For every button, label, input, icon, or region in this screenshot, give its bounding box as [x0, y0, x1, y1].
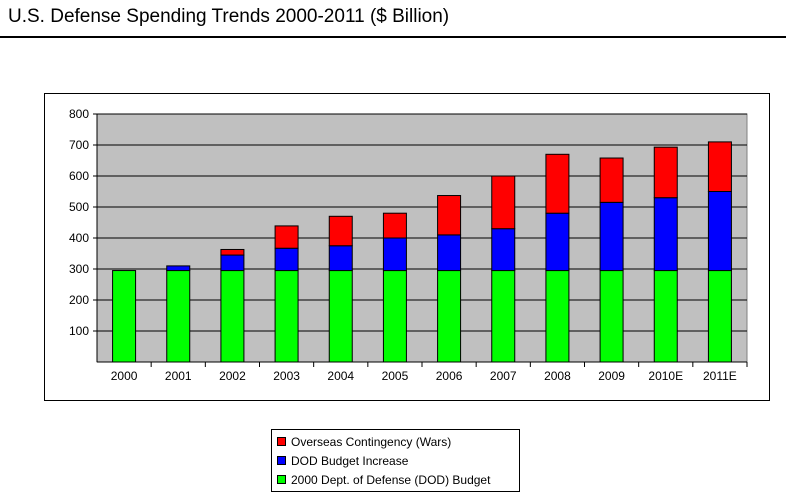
legend-label-overseas-contingency: Overseas Contingency (Wars) — [291, 434, 452, 449]
bar-segment-series-2 — [545, 153, 570, 214]
bar-segment-series-1 — [599, 201, 624, 272]
title-divider — [0, 36, 786, 38]
bar-segment-series-0 — [220, 270, 245, 363]
bar-segment-series-0 — [166, 270, 191, 363]
x-tick-label: 2000 — [111, 369, 138, 383]
x-tick-label: 2007 — [490, 369, 517, 383]
bar-segment-series-0 — [491, 270, 516, 363]
x-tick-label: 2008 — [544, 369, 571, 383]
bar-segment-series-1 — [545, 212, 570, 272]
bar-segment-series-2 — [437, 195, 462, 236]
bar-segment-series-1 — [328, 245, 353, 272]
bar-segment-series-0 — [437, 270, 462, 363]
x-tick-label: 2005 — [382, 369, 409, 383]
page-title: U.S. Defense Spending Trends 2000-2011 (… — [8, 6, 450, 27]
x-tick-label: 2009 — [598, 369, 625, 383]
bar-segment-series-2 — [599, 157, 624, 203]
chart-area: 100 200 300 400 500 600 700 800 2000 2001 2002 2003… — [44, 93, 770, 401]
bar-segment-series-2 — [653, 146, 678, 199]
y-tick-label: 600 — [69, 169, 89, 183]
bar-segment-series-1 — [653, 197, 678, 272]
bar-segment-series-1 — [707, 191, 732, 272]
bar-segment-series-1 — [382, 237, 407, 272]
x-tick-label: 2010E — [648, 369, 683, 383]
y-tick-label: 800 — [69, 107, 89, 121]
x-tick-label: 2004 — [327, 369, 354, 383]
bar-segment-series-0 — [382, 270, 407, 363]
x-tick-label: 2006 — [436, 369, 463, 383]
y-tick-label: 500 — [69, 200, 89, 214]
legend-label-base-dod-budget: 2000 Dept. of Defense (DOD) Budget — [291, 472, 491, 487]
bar-segment-series-0 — [274, 270, 299, 363]
legend-item-dod-budget-increase: DOD Budget Increase — [272, 451, 519, 470]
bar-segment-series-0 — [328, 270, 353, 363]
legend: Overseas Contingency (Wars) DOD Budget I… — [271, 429, 520, 492]
bar-segment-series-2 — [328, 215, 353, 247]
bar-segment-series-0 — [112, 270, 137, 363]
x-tick-label: 2001 — [165, 369, 192, 383]
bar-segment-series-1 — [274, 247, 299, 272]
x-tick-label: 2002 — [219, 369, 246, 383]
legend-swatch-dod-budget-increase — [277, 456, 286, 465]
y-tick-label: 400 — [69, 231, 89, 245]
bar-segment-series-1 — [491, 228, 516, 272]
bar-segment-series-0 — [707, 270, 732, 363]
chart-svg: 100 200 300 400 500 600 700 800 2000 2001 2002 2003… — [69, 107, 748, 383]
bar-segment-series-0 — [545, 270, 570, 363]
bar-segment-series-0 — [653, 270, 678, 363]
y-tick-label: 200 — [69, 293, 89, 307]
bar-segment-series-2 — [220, 248, 245, 256]
y-tick-label: 100 — [69, 324, 89, 338]
legend-label-dod-budget-increase: DOD Budget Increase — [291, 453, 409, 468]
x-tick-label: 2011E — [703, 369, 737, 383]
x-tick-label: 2003 — [273, 369, 300, 383]
legend-item-overseas-contingency: Overseas Contingency (Wars) — [272, 432, 519, 451]
bar-segment-series-1 — [166, 265, 191, 272]
bar-segment-series-0 — [599, 270, 624, 363]
legend-item-base-dod-budget: 2000 Dept. of Defense (DOD) Budget — [272, 470, 519, 489]
bar-segment-series-1 — [220, 254, 245, 272]
y-tick-label: 700 — [69, 138, 89, 152]
y-tick-label: 300 — [69, 262, 89, 276]
bar-segment-series-2 — [491, 175, 516, 230]
legend-swatch-base-dod-budget — [277, 475, 286, 484]
bar-segment-series-1 — [437, 234, 462, 272]
bar-segment-series-2 — [707, 141, 732, 192]
bar-segment-series-2 — [274, 225, 299, 249]
legend-swatch-overseas-contingency — [277, 437, 286, 446]
bar-segment-series-2 — [382, 212, 407, 239]
